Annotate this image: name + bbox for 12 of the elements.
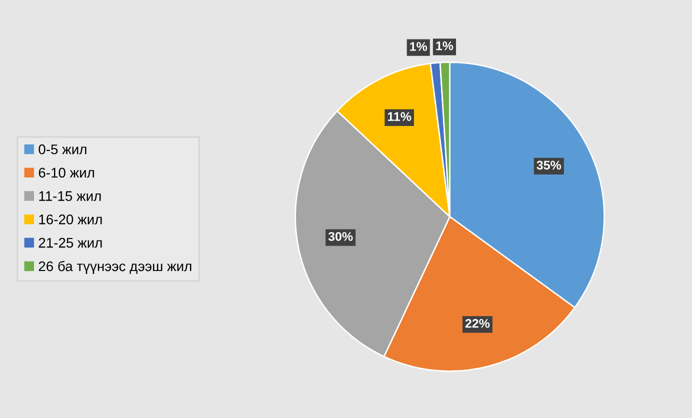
legend-label: 26 ба түүнээс дээш жил (38, 260, 192, 274)
legend-label: 6-10 жил (38, 168, 94, 178)
legend-label: 16-20 жил (39, 214, 102, 224)
legend-label: 21-25 жил (38, 238, 102, 248)
data-label: 11% (388, 112, 412, 121)
data-label: 30% (328, 232, 353, 241)
legend-label: 11-15 жил (39, 191, 101, 201)
legend-label: 0-5 жил (38, 144, 86, 154)
data-label: 1% (436, 41, 454, 50)
data-label: 1% (410, 42, 428, 51)
data-label: 35% (536, 160, 562, 170)
data-label: 22% (465, 318, 490, 328)
